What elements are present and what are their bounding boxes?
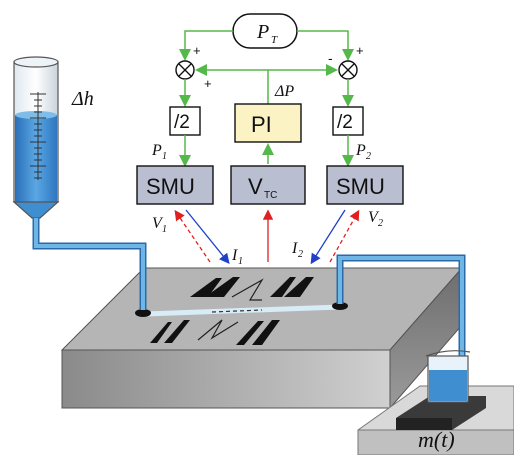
delta-p-label: ΔP (274, 83, 294, 100)
plus-sign-a: + (193, 43, 201, 58)
v1-sub: 1 (162, 224, 167, 235)
beaker-water (429, 370, 467, 401)
pt-label: P (256, 21, 269, 43)
p1-sub: 1 (162, 151, 167, 162)
minus-sign: - (328, 50, 333, 66)
chip-block (62, 268, 462, 408)
instruments: SMU V TC SMU (137, 166, 403, 204)
half-left-label: /2 (174, 112, 190, 133)
half-right-label: /2 (337, 112, 353, 133)
v2-sub: 2 (378, 218, 383, 229)
i2-label: I (291, 240, 298, 257)
plus-sign-b: + (204, 76, 212, 91)
smu-left-label: SMU (146, 174, 195, 199)
sum-junction-left (176, 61, 194, 79)
port-left (135, 309, 151, 317)
mass-label: m(t) (418, 427, 455, 452)
vtc-sub: TC (264, 190, 277, 201)
pi-label: PI (251, 112, 272, 137)
reservoir-water (15, 115, 57, 202)
plus-sign-c: + (356, 43, 364, 58)
i2-sub: 2 (298, 249, 303, 260)
reservoir: Δh (14, 57, 94, 218)
pt-sub: T (271, 34, 278, 46)
i1-label: I (231, 247, 238, 264)
smu-right-label: SMU (336, 174, 385, 199)
p2-label: P (355, 142, 366, 159)
vtc-label: V (248, 174, 263, 199)
delta-h-label: Δh (71, 88, 94, 110)
sum-junction-right (339, 61, 357, 79)
p2-sub: 2 (366, 151, 371, 162)
control-loop: P T + + + - ΔP /2 /2 (151, 14, 371, 164)
beaker (426, 351, 470, 402)
i1-sub: 1 (238, 256, 243, 267)
p1-label: P (151, 142, 162, 159)
